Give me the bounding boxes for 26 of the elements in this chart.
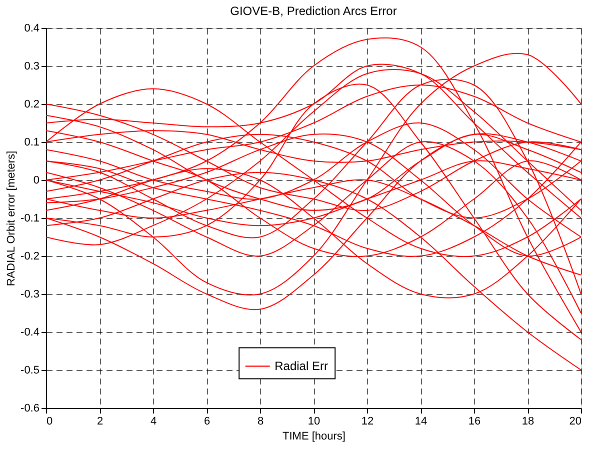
- x-tick-label: 8: [257, 416, 264, 428]
- x-tick-label: 0: [46, 416, 53, 428]
- x-axis-title: TIME [hours]: [282, 430, 346, 442]
- y-tick-label: -0.6: [20, 402, 40, 414]
- x-tick-label: 16: [468, 416, 481, 428]
- y-tick-label: 0.1: [24, 136, 40, 148]
- x-tick-label: 2: [96, 416, 104, 428]
- y-tick-label: 0.2: [24, 98, 40, 110]
- y-tick-label: -0.5: [20, 364, 40, 376]
- y-tick-label: -0.3: [20, 288, 40, 300]
- y-tick-label: 0.4: [24, 22, 40, 34]
- chart-title: GIOVE-B, Prediction Arcs Error: [230, 4, 397, 18]
- x-tick-label: 6: [204, 416, 210, 428]
- y-tick-label: -0.4: [20, 326, 40, 338]
- y-tick-label: -0.1: [20, 212, 40, 224]
- x-tick-label: 4: [150, 416, 157, 428]
- y-tick-label: 0.3: [24, 60, 40, 72]
- legend-label: Radial Err: [274, 359, 328, 374]
- y-tick-label: -0.2: [20, 250, 40, 262]
- y-tick-label: 0: [33, 174, 40, 186]
- x-tick-label: 10: [308, 416, 320, 428]
- x-tick-label: 20: [569, 416, 582, 428]
- x-tick-label: 12: [361, 416, 374, 428]
- x-tick-label: 14: [414, 416, 428, 428]
- x-tick-label: 18: [522, 416, 534, 428]
- y-axis-title: RADIAL Orbit error [meters]: [6, 150, 18, 286]
